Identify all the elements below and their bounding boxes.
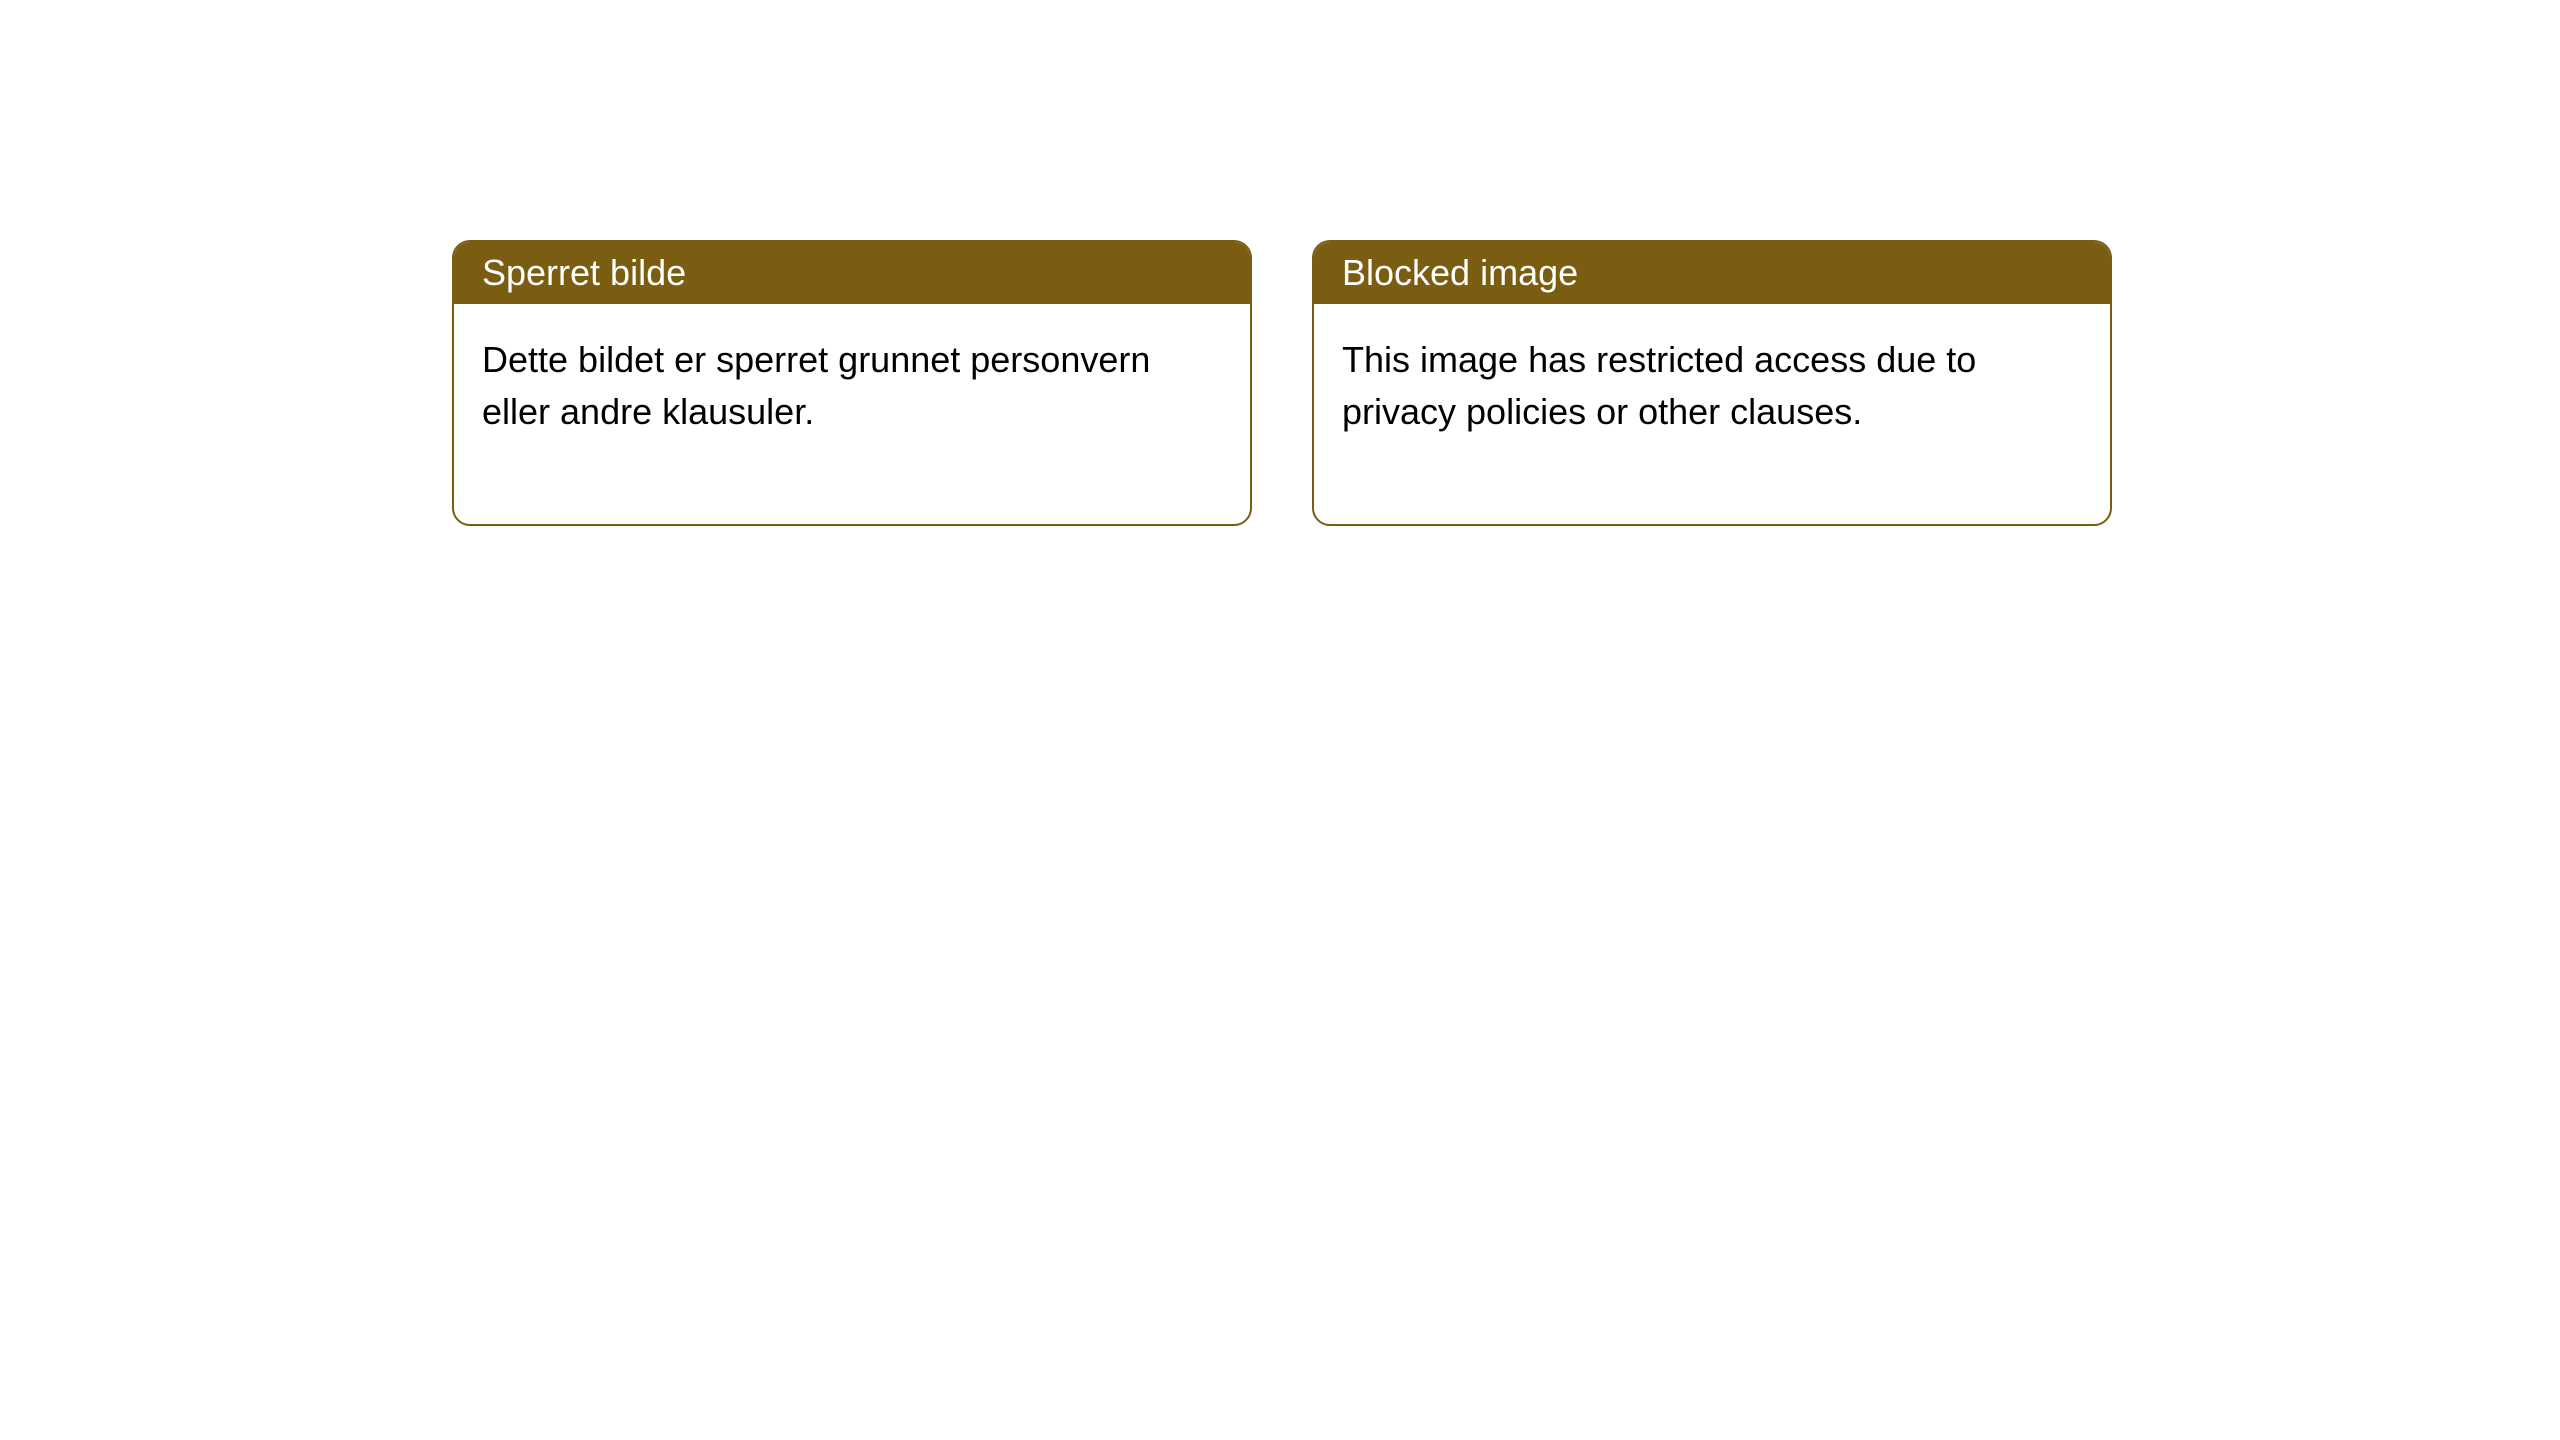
- notice-container: Sperret bilde Dette bildet er sperret gr…: [452, 240, 2112, 526]
- notice-header-en: Blocked image: [1314, 242, 2110, 304]
- notice-body-en: This image has restricted access due to …: [1314, 304, 2110, 524]
- notice-card-no: Sperret bilde Dette bildet er sperret gr…: [452, 240, 1252, 526]
- notice-body-no: Dette bildet er sperret grunnet personve…: [454, 304, 1250, 524]
- notice-card-en: Blocked image This image has restricted …: [1312, 240, 2112, 526]
- notice-header-no: Sperret bilde: [454, 242, 1250, 304]
